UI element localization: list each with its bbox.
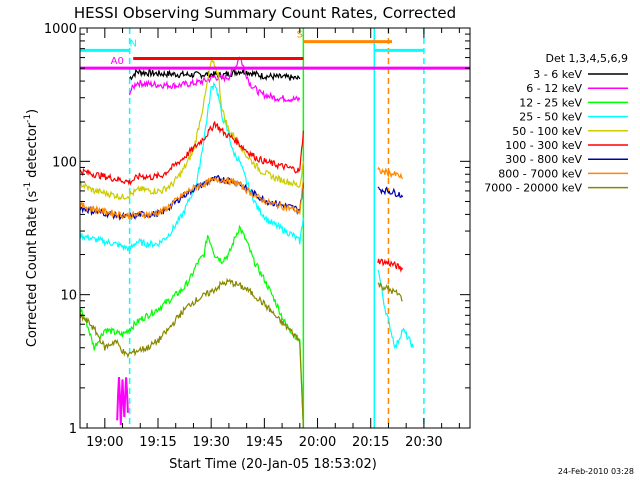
series-line-2-seg-0 — [80, 224, 304, 428]
indicator-label-2: N — [129, 38, 136, 49]
series-line-7-seg-1 — [377, 166, 404, 180]
legend-label-4: 50 - 100 keV — [512, 125, 582, 138]
footer-date: 24-Feb-2010 03:28 — [558, 467, 634, 476]
x-tick-label-0: 19:00 — [86, 435, 123, 450]
series-line-8-seg-0 — [80, 277, 304, 428]
plot-frame — [79, 27, 471, 429]
y-axis-label-main: Corrected Count Rate (s — [25, 191, 40, 348]
series-line-4-seg-0 — [80, 58, 304, 201]
y-axis-label-tail: detector — [25, 122, 40, 178]
series-line-8-seg-1 — [377, 282, 403, 302]
y-axis-label-close: ) — [25, 109, 40, 114]
x-axis-label: Start Time (20-Jan-05 18:53:02) — [169, 457, 377, 472]
series-line-5-seg-0 — [80, 120, 304, 186]
y-tick-label-0: 1 — [69, 422, 77, 437]
series-line-0-seg-0 — [129, 68, 301, 82]
spike-line-0 — [116, 377, 129, 426]
indicator-label-4: S — [297, 30, 303, 41]
y-tick-label-3: 1000 — [44, 22, 77, 37]
y-tick-label-1: 10 — [60, 289, 77, 304]
legend-label-8: 7000 - 20000 keV — [484, 182, 582, 195]
chart-title: HESSI Observing Summary Count Rates, Cor… — [74, 4, 456, 22]
x-tick-label-4: 20:00 — [299, 435, 336, 450]
series-line-3-seg-0 — [80, 81, 304, 252]
legend-label-1: 6 - 12 keV — [526, 82, 582, 95]
x-tick-label-3: 19:45 — [246, 435, 283, 450]
series-line-6-seg-1 — [377, 186, 404, 198]
x-tick-label-6: 20:30 — [405, 435, 442, 450]
legend-label-3: 25 - 50 keV — [519, 111, 582, 124]
legend-label-0: 3 - 6 keV — [533, 68, 582, 81]
y-axis-label-sup: -1 — [23, 182, 33, 191]
x-tick-label-1: 19:15 — [139, 435, 176, 450]
legend-label-7: 800 - 7000 keV — [498, 167, 582, 180]
series-line-1-seg-0 — [129, 56, 301, 103]
legend-label-6: 300 - 800 keV — [505, 153, 582, 166]
indicator-label-0: A0 — [111, 56, 124, 67]
series-line-7-seg-0 — [80, 175, 304, 221]
series-line-5-seg-1 — [377, 258, 404, 273]
series-line-3-seg-1 — [377, 269, 414, 350]
y-axis-label: Corrected Count Rate (s-1detector-1) — [23, 109, 40, 347]
y-tick-label-2: 100 — [52, 155, 77, 170]
legend-label-2: 12 - 25 keV — [519, 96, 582, 109]
x-tick-label-2: 19:30 — [192, 435, 229, 450]
legend-label-5: 100 - 300 keV — [505, 139, 582, 152]
y-axis-label-tail-sup: -1 — [23, 114, 33, 123]
x-tick-label-5: 20:15 — [352, 435, 389, 450]
legend-title: Det 1,3,4,5,6,9 — [545, 52, 628, 65]
